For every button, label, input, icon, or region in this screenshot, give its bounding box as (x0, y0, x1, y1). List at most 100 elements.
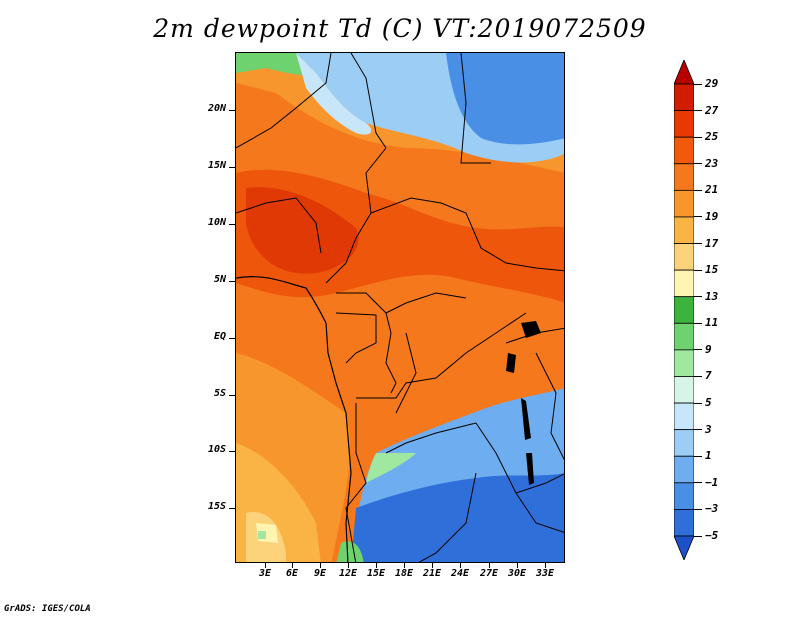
colorbar-tick (694, 375, 702, 377)
lon-label: 33E (535, 568, 555, 579)
lat-label: 10S (207, 444, 226, 455)
lon-label: 12E (338, 568, 358, 579)
lat-label: 5S (213, 388, 226, 399)
lon-tick (348, 563, 349, 568)
lat-label: 5N (213, 274, 226, 285)
footer-credit: GrADS: IGES/COLA (4, 604, 91, 614)
colorbar-tick (694, 429, 702, 431)
colorbar-segment (674, 163, 694, 191)
lon-tick (292, 563, 293, 568)
colorbar-label: 7 (694, 369, 712, 382)
colorbar-top-arrow (674, 60, 694, 85)
field-se-deep (351, 473, 564, 562)
colorbar-segment (674, 216, 694, 244)
field-hotspot-west (246, 187, 359, 274)
colorbar-segment (674, 269, 694, 298)
colorbar-label-text: 25 (705, 130, 719, 144)
lat-tick (229, 395, 235, 396)
colorbar-segment (674, 136, 694, 165)
colorbar-tick (694, 269, 702, 271)
colorbar-tick (694, 163, 702, 165)
colorbar-label-text: 5 (705, 396, 712, 410)
colorbar-segment (674, 482, 694, 510)
colorbar-tick (694, 136, 702, 138)
lon-label: 27E (479, 568, 499, 579)
colorbar-label: −5 (694, 529, 718, 542)
colorbar-tick (694, 455, 702, 457)
colorbar-segment (674, 322, 694, 351)
lon-tick (432, 563, 433, 568)
colorbar-label-text: 27 (705, 103, 719, 117)
lon-tick (265, 563, 266, 568)
field-se-fringe (366, 453, 416, 483)
lat-label: 10N (207, 217, 226, 228)
colorbar-segment (674, 243, 694, 271)
colorbar-tick (694, 349, 702, 351)
colorbar-label-text: 19 (705, 209, 719, 223)
lat-tick (229, 508, 235, 509)
colorbar-tick (694, 535, 702, 537)
colorbar-tick (694, 189, 702, 191)
lon-tick (376, 563, 377, 568)
colorbar-label: 15 (694, 263, 718, 276)
colorbar-label: 13 (694, 290, 718, 303)
lon-tick (404, 563, 405, 568)
lakes (506, 321, 541, 485)
lon-label: 3E (258, 568, 272, 579)
lon-tick (517, 563, 518, 568)
colorbar-label: 25 (694, 130, 718, 143)
lon-label: 9E (313, 568, 327, 579)
field-sahara-deep (446, 53, 564, 145)
colorbar-tick (694, 83, 702, 85)
colorbar-label: 23 (694, 157, 718, 170)
colorbar-segment (674, 349, 694, 377)
dewpoint-map (235, 52, 565, 563)
colorbar-label-text: 13 (705, 289, 719, 303)
colorbar-segment (674, 429, 694, 457)
lat-tick (229, 281, 235, 282)
colorbar-segment (674, 509, 694, 537)
colorbar (674, 60, 694, 560)
colorbar-label: 21 (694, 183, 718, 196)
colorbar-segment (674, 83, 694, 111)
colorbar-label-text: 1 (705, 449, 712, 463)
lon-tick (320, 563, 321, 568)
lat-label: 20N (207, 103, 226, 114)
colorbar-label: 5 (694, 396, 712, 409)
lon-tick (489, 563, 490, 568)
colorbar-tick (694, 296, 702, 298)
colorbar-label-text: 11 (705, 316, 719, 330)
colorbar-label-text: 3 (705, 422, 712, 436)
colorbar-tick (694, 110, 702, 112)
colorbar-tick (694, 508, 702, 510)
colorbar-bottom-arrow (674, 535, 694, 560)
field-sahara-edge (296, 53, 372, 135)
colorbar-label: 27 (694, 104, 718, 117)
colorbar-label: −1 (694, 476, 718, 489)
colorbar-segment (674, 455, 694, 484)
colorbar-label-text: 21 (705, 183, 719, 197)
colorbar-label: 9 (694, 343, 712, 356)
map-title: 2m dewpoint Td (C) VT:2019072509 (153, 14, 647, 43)
colorbar-label-text: 17 (705, 236, 719, 250)
colorbar-segment (674, 402, 694, 431)
colorbar-label: 11 (694, 316, 718, 329)
colorbar-label: 1 (694, 449, 712, 462)
colorbar-tick (694, 322, 702, 324)
field-north-green (236, 53, 316, 76)
colorbar-label-text: −1 (705, 475, 719, 489)
lon-label: 24E (450, 568, 470, 579)
coastline (236, 276, 352, 562)
colorbar-label: 17 (694, 237, 718, 250)
colorbar-segment (674, 110, 694, 138)
colorbar-label-text: 29 (705, 77, 719, 90)
field-se-green-patch (336, 541, 364, 562)
colorbar-tick (694, 243, 702, 245)
lat-label: EQ (213, 331, 226, 342)
colorbar-label-text: −5 (705, 529, 719, 542)
lon-label: 18E (394, 568, 414, 579)
colorbar-segment (674, 296, 694, 324)
lat-tick (229, 338, 235, 339)
colorbar-label-text: 9 (705, 342, 712, 356)
colorbar-segment (674, 376, 694, 404)
